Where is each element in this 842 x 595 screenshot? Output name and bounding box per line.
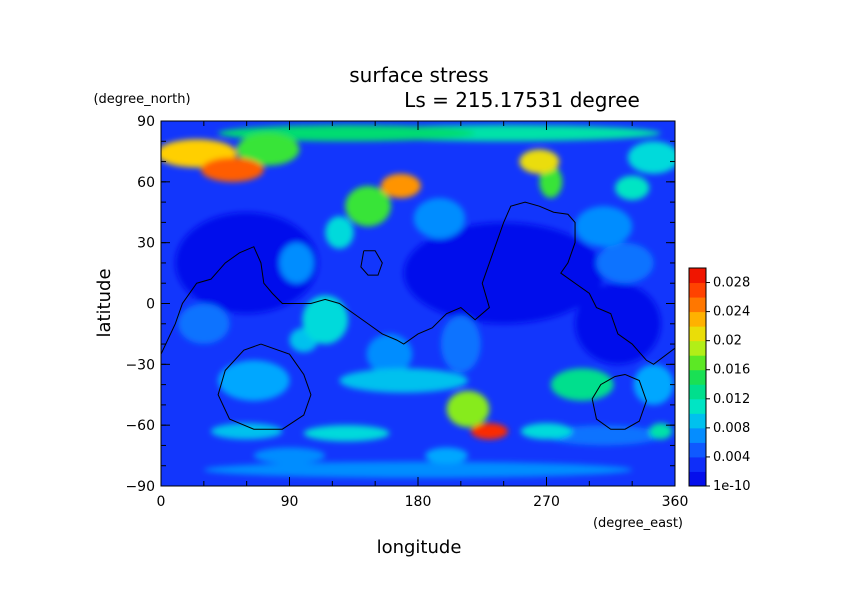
heatmap-field (161, 121, 675, 486)
colorbar-band (689, 398, 706, 414)
colorbar-band (689, 282, 706, 298)
axis-ticks: 0 90 180 270 360 90 60 30 0 −30 −60 −90 (125, 114, 688, 510)
colorbar-band (689, 340, 706, 356)
x-tick-label: 0 (157, 494, 166, 510)
stress-feature (210, 423, 283, 440)
stress-feature (539, 165, 563, 199)
colorbar-band (689, 456, 706, 472)
x-axis-label: longitude (377, 537, 462, 558)
stress-feature (633, 364, 674, 405)
stress-feature (175, 212, 319, 314)
stress-feature (546, 425, 661, 446)
contour-ring-south-west (217, 343, 312, 430)
x-tick-label: 270 (533, 494, 560, 510)
contour-landmass-west (161, 201, 675, 365)
stress-feature (366, 333, 413, 375)
stress-feature (345, 185, 391, 227)
stress-feature (520, 423, 573, 440)
colorbar-label: 1e-10 (713, 479, 751, 494)
colorbar-band (689, 355, 706, 371)
colorbar-band (689, 311, 706, 327)
colorbar-frame (688, 267, 707, 487)
contour-ring-south-east (591, 373, 647, 430)
stress-feature (200, 157, 264, 182)
y-unit-label: (degree_north) (93, 92, 190, 107)
y-tick-label: −90 (125, 479, 155, 495)
x-tick-label: 360 (662, 494, 689, 510)
stress-feature (519, 149, 560, 174)
colorbar-band (689, 413, 706, 429)
y-axis-label: latitude (94, 268, 115, 337)
colorbar-label: 0.012 (713, 392, 750, 407)
stress-feature (253, 447, 326, 464)
colorbar-band (689, 297, 706, 313)
stress-feature (380, 173, 421, 199)
y-tick-label: −60 (125, 418, 155, 434)
colorbar-band (689, 268, 706, 284)
contour-island-north (360, 250, 383, 276)
colorbar-band (689, 384, 706, 400)
stress-feature (649, 423, 673, 440)
colorbar-label: 0.016 (713, 363, 750, 378)
stress-feature (550, 368, 614, 401)
stress-feature (596, 242, 654, 284)
stress-feature (218, 360, 290, 401)
colorbar-label: 0.004 (713, 450, 750, 465)
x-tick-label: 180 (405, 494, 432, 510)
stress-feature (627, 141, 675, 174)
stress-feature (325, 216, 354, 249)
stress-feature (446, 390, 490, 428)
stress-feature (203, 461, 633, 478)
x-tick-label: 90 (281, 494, 299, 510)
colorbar-band (689, 369, 706, 385)
stress-feature (425, 447, 468, 464)
colorbar-label: 0.028 (713, 276, 750, 291)
colorbar-band (689, 442, 706, 458)
colorbar: 0.028 0.024 0.02 0.016 0.012 0.008 0.004 1e-10 (688, 267, 751, 494)
colorbar-label: 0.024 (713, 305, 750, 320)
stress-feature (470, 423, 508, 440)
stress-feature (575, 283, 661, 365)
stress-feature (236, 133, 300, 166)
x-unit-label: (degree_east) (593, 516, 683, 531)
y-tick-label: 60 (137, 175, 155, 191)
chart-subtitle: Ls = 215.17531 degree (404, 88, 640, 112)
stress-feature (339, 368, 468, 393)
y-tick-label: 90 (137, 114, 155, 130)
stress-feature (575, 206, 633, 247)
stress-feature (279, 242, 314, 284)
contour-lines (161, 201, 675, 430)
y-tick-label: 0 (146, 297, 155, 313)
stress-feature (178, 303, 230, 345)
colorbar-band (689, 471, 706, 487)
chart-title: surface stress (349, 63, 488, 87)
colorbar-label: 0.02 (713, 334, 742, 349)
colorbar-band (689, 326, 706, 342)
stress-feature (303, 425, 390, 442)
y-tick-label: −30 (125, 357, 155, 373)
colorbar-band (689, 427, 706, 443)
stress-feature (615, 175, 650, 201)
stress-feature (302, 295, 349, 345)
stress-feature (403, 222, 604, 324)
stress-feature (440, 315, 481, 373)
colorbar-label: 0.008 (713, 421, 750, 436)
y-tick-label: 30 (137, 236, 155, 252)
stress-feature (413, 198, 466, 239)
